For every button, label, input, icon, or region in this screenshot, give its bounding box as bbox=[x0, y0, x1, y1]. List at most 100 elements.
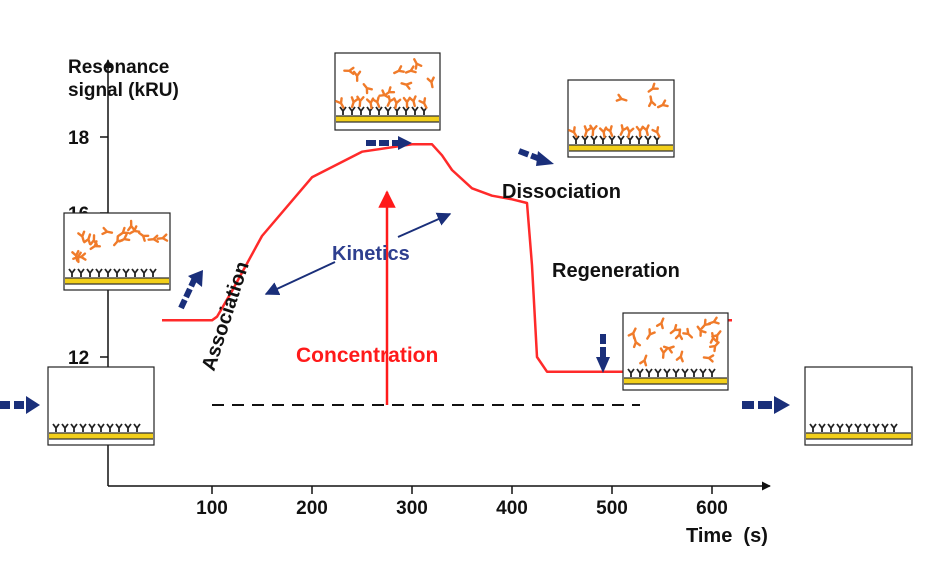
ligand-antibody bbox=[635, 135, 643, 144]
ligand-antibody bbox=[104, 268, 112, 277]
ligand-antibody bbox=[845, 423, 853, 432]
analyte-molecule bbox=[639, 354, 648, 367]
x-axis-label: Time (s) bbox=[686, 525, 768, 547]
analyte-molecule bbox=[418, 97, 428, 109]
dissociation-label: Dissociation bbox=[502, 181, 621, 203]
ligand-antibody bbox=[140, 268, 148, 277]
analyte-molecule bbox=[404, 65, 417, 74]
analyte-molecule bbox=[74, 252, 87, 261]
analyte-molecule bbox=[662, 345, 675, 354]
analyte-molecule bbox=[393, 97, 402, 110]
gold-sensor-layer bbox=[806, 433, 911, 439]
ligand-antibody bbox=[872, 423, 880, 432]
gold-sensor-layer bbox=[624, 378, 727, 384]
ligand-antibody bbox=[663, 368, 671, 377]
ligand-antibody bbox=[411, 106, 419, 115]
ligand-antibody bbox=[52, 423, 60, 432]
ligand-antibody bbox=[681, 368, 689, 377]
analyte-molecule bbox=[682, 327, 694, 339]
ligand-antibody bbox=[608, 135, 616, 144]
ligand-antibody bbox=[122, 268, 130, 277]
ligand-antibody bbox=[854, 423, 862, 432]
x-tick-label: 100 bbox=[196, 498, 228, 519]
ligand-antibody bbox=[402, 106, 410, 115]
ligand-antibody bbox=[79, 423, 87, 432]
analyte-molecule bbox=[408, 95, 417, 108]
analyte-molecule bbox=[352, 70, 362, 83]
ligand-antibody bbox=[809, 423, 817, 432]
analyte-molecule bbox=[675, 350, 684, 363]
ligand-antibody bbox=[836, 423, 844, 432]
ligand-antibody bbox=[654, 368, 662, 377]
ligand-antibody bbox=[690, 368, 698, 377]
analyte-molecule bbox=[101, 226, 114, 236]
ligand-antibody bbox=[699, 368, 707, 377]
ligand-antibody bbox=[863, 423, 871, 432]
flow-arrow-right-out bbox=[742, 396, 790, 414]
kinetics-arrow-left bbox=[264, 261, 336, 296]
x-tick-label: 400 bbox=[496, 498, 528, 519]
ligand-antibody bbox=[339, 106, 347, 115]
analyte-molecule bbox=[707, 316, 720, 325]
analyte-molecule bbox=[83, 233, 92, 246]
ligand-antibody bbox=[61, 423, 69, 432]
gold-sensor-layer bbox=[49, 433, 153, 439]
analyte-molecule bbox=[655, 317, 665, 330]
ligand-antibody bbox=[890, 423, 898, 432]
ligand-antibody bbox=[124, 423, 132, 432]
flow-arrow-dissociation bbox=[517, 148, 554, 166]
analyte-molecule bbox=[627, 327, 637, 340]
ligand-antibody bbox=[115, 423, 123, 432]
analyte-molecule bbox=[383, 86, 396, 97]
sensor-chip-regeneration bbox=[622, 312, 729, 391]
ligand-antibody bbox=[572, 135, 580, 144]
analyte-molecule bbox=[708, 341, 720, 353]
x-tick-label: 600 bbox=[696, 498, 728, 519]
analyte-molecule bbox=[362, 83, 373, 95]
kinetics-label: Kinetics bbox=[332, 243, 410, 265]
analyte-molecule bbox=[89, 240, 102, 251]
ligand-antibody bbox=[106, 423, 114, 432]
analyte-molecule bbox=[77, 230, 86, 243]
analyte-molecule bbox=[702, 354, 715, 363]
ligand-antibody bbox=[348, 106, 356, 115]
analyte-molecule bbox=[426, 76, 435, 89]
analyte-molecule bbox=[343, 66, 355, 76]
ligand-antibody bbox=[133, 423, 141, 432]
analyte-molecule bbox=[393, 65, 405, 75]
regeneration-label: Regeneration bbox=[552, 260, 680, 282]
analyte-molecule bbox=[641, 124, 650, 137]
x-tick-label: 500 bbox=[596, 498, 628, 519]
analyte-molecule bbox=[615, 93, 628, 102]
analyte-molecule bbox=[356, 95, 365, 108]
analyte-molecule bbox=[589, 124, 598, 137]
analyte-molecule bbox=[656, 99, 669, 109]
y-axis-label-line1: Resonance bbox=[68, 57, 169, 78]
ligand-antibody bbox=[95, 268, 103, 277]
association-label: Association bbox=[198, 259, 254, 374]
analyte-molecule bbox=[335, 97, 345, 109]
ligand-antibody bbox=[86, 268, 94, 277]
analyte-molecule bbox=[118, 233, 131, 243]
ligand-antibody bbox=[97, 423, 105, 432]
ligand-antibody bbox=[375, 106, 383, 115]
ligand-antibody bbox=[627, 368, 635, 377]
ligand-antibody bbox=[818, 423, 826, 432]
analyte-molecule bbox=[413, 58, 423, 70]
concentration-label: Concentration bbox=[296, 344, 438, 367]
x-ticks bbox=[211, 486, 713, 494]
gold-sensor-layer bbox=[569, 145, 673, 151]
flow-arrow-regeneration bbox=[596, 334, 610, 373]
analyte-molecule bbox=[711, 330, 722, 342]
ligand-antibody bbox=[68, 268, 76, 277]
analyte-molecule bbox=[659, 347, 669, 359]
y-tick-label: 12 bbox=[68, 348, 89, 369]
analyte-molecule bbox=[651, 126, 661, 138]
ligand-antibody bbox=[581, 135, 589, 144]
ligand-antibody bbox=[131, 268, 139, 277]
analyte-molecule bbox=[674, 328, 684, 341]
ligand-antibody bbox=[617, 135, 625, 144]
sensor-chip-dissociation bbox=[567, 79, 675, 158]
ligand-antibody bbox=[70, 423, 78, 432]
